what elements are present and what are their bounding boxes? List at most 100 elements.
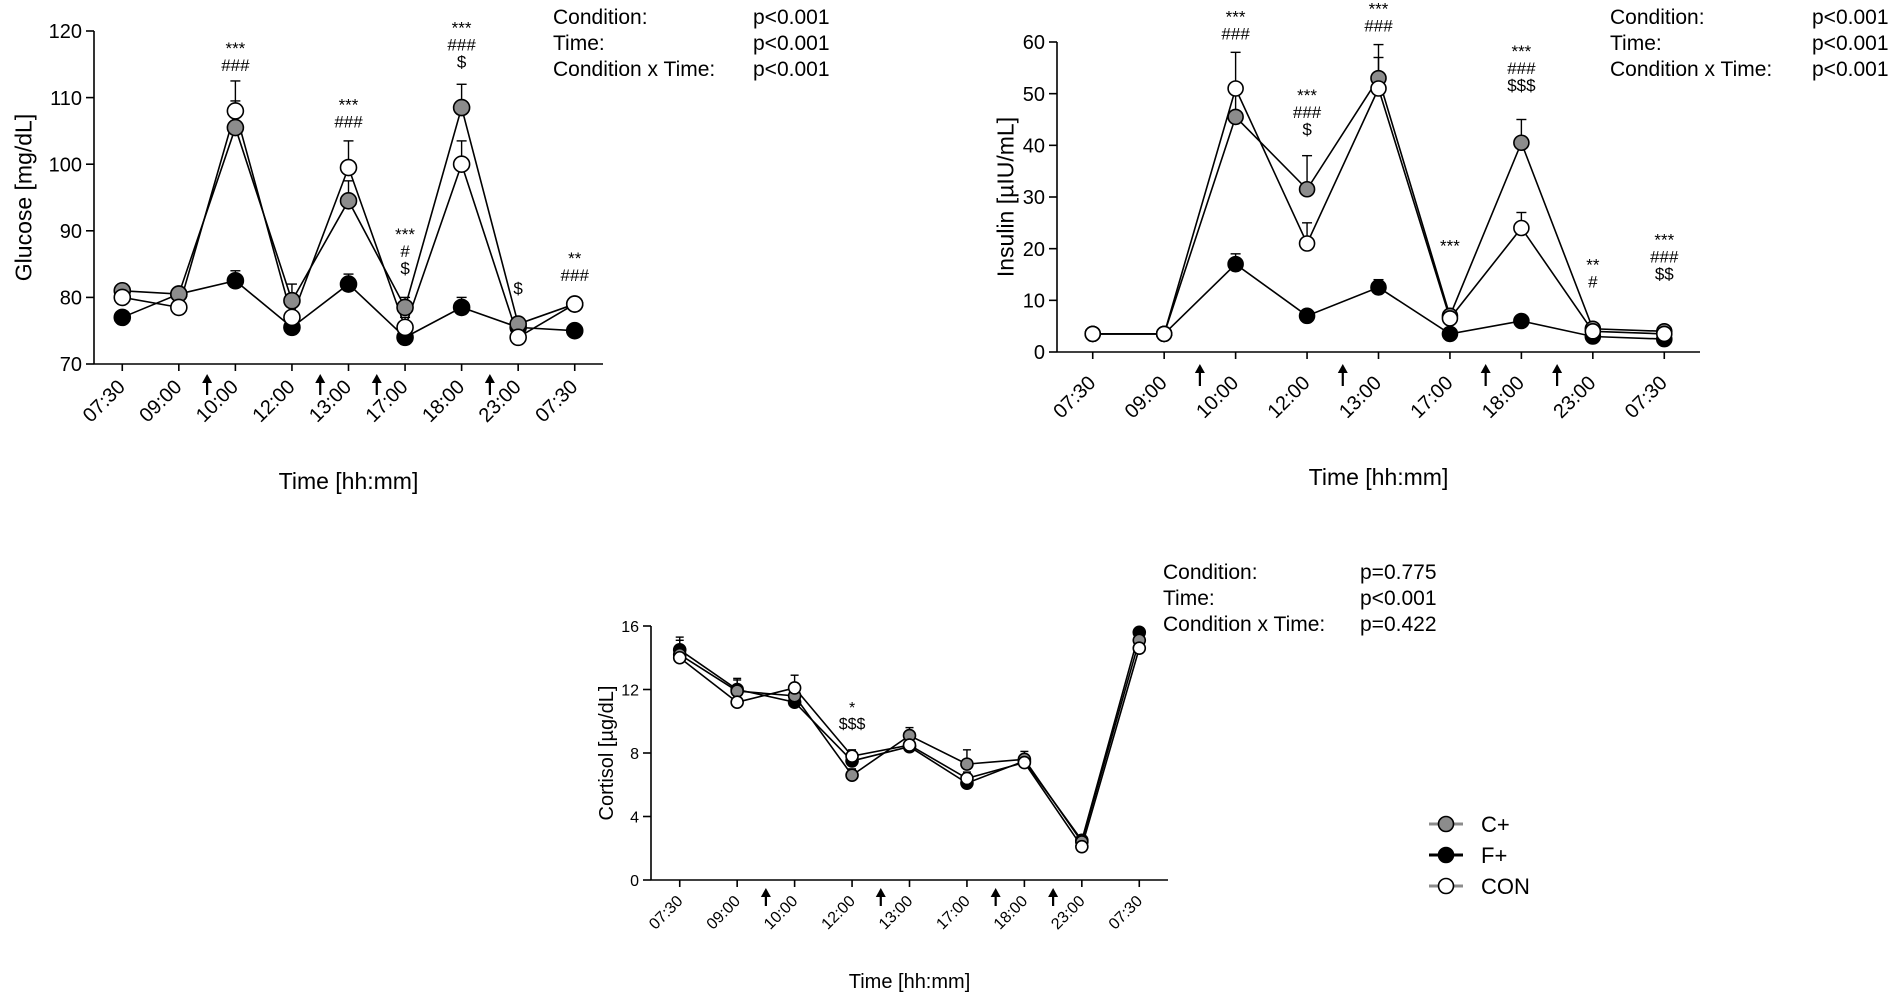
stats-label: Condition x Time: [553, 58, 715, 81]
y-tick-label: 16 [621, 619, 639, 636]
data-point-con [565, 295, 584, 313]
y-tick-label: 10 [1023, 291, 1045, 313]
y-tick-label: 90 [60, 221, 82, 243]
stats-value: p=0.422 [1360, 613, 1437, 636]
data-point-con [1017, 755, 1032, 770]
data-point-con [787, 681, 802, 695]
stats-label: Condition x Time: [1163, 613, 1325, 636]
data-point-con [1655, 325, 1673, 343]
significance-label: * [849, 700, 855, 717]
data-point-con [339, 158, 358, 177]
y-tick-label: 12 [621, 682, 639, 699]
significance-label: $ [513, 279, 523, 298]
significance-label: # [1588, 272, 1598, 291]
data-point-fplus [565, 321, 584, 340]
cortisol-chart: 0 4 8 12 16 07:30 09:00 10:00 12:00 13:00 17:00 18:… [596, 561, 1436, 993]
data-point-con [960, 771, 974, 786]
y-tick-label: 120 [49, 21, 82, 43]
x-tick-label: 17:00 [362, 376, 413, 427]
x-tick-label: 13:00 [876, 893, 916, 933]
x-tick-label: 10:00 [192, 376, 243, 427]
data-point-con [452, 155, 471, 173]
x-tick-label: 07:30 [646, 893, 686, 933]
meal-arrow-icon [1552, 364, 1563, 386]
data-point-con [1075, 839, 1089, 854]
significance-label: $ [457, 53, 467, 72]
x-tick-label: 09:00 [1121, 372, 1172, 423]
y-tick-label: 70 [60, 354, 82, 376]
significance-label: ### [334, 113, 363, 132]
stats-label: Condition x Time: [1610, 58, 1772, 81]
legend-label: CON [1481, 874, 1530, 899]
y-tick-label: 110 [50, 88, 82, 110]
stats-value: p<0.001 [1360, 587, 1437, 610]
data-point-fplus [1513, 312, 1530, 330]
y-axis-title: Glucose [mg/dL] [11, 114, 37, 281]
significance-label: *** [1511, 42, 1531, 61]
stats-value: p<0.001 [1812, 58, 1889, 81]
stats-value: p<0.001 [1812, 6, 1889, 29]
data-point-con [113, 288, 132, 307]
significance-label: ** [568, 249, 582, 268]
meal-arrow-icon [1194, 364, 1205, 386]
x-tick-label: 13:00 [305, 376, 356, 427]
legend-entry-con: CON [1429, 874, 1530, 899]
data-point-fplus [226, 271, 245, 290]
meal-arrow-icon [315, 374, 326, 395]
significance-label: ### [1364, 17, 1393, 36]
significance-label: ### [1650, 248, 1679, 267]
significance-label: *** [1226, 7, 1246, 26]
data-point-cplus [960, 757, 974, 771]
data-point-con [730, 695, 744, 710]
data-point-fplus [452, 298, 471, 317]
significance-label: *** [452, 19, 472, 38]
data-point-con [845, 749, 859, 763]
data-point-con [1370, 80, 1387, 97]
significance-label: $$$ [839, 716, 866, 733]
x-tick-label: 10:00 [761, 893, 801, 933]
legend-entry-cplus: C+ [1429, 812, 1510, 837]
meal-arrow-icon [371, 374, 382, 395]
x-tick-label: 07:30 [1621, 372, 1672, 423]
x-tick-label: 07:30 [1049, 372, 1100, 423]
stats-value: p=0.775 [1360, 561, 1437, 584]
data-point-fplus [339, 275, 358, 293]
data-point-con [170, 298, 188, 317]
significance-label: $$$ [1507, 76, 1536, 95]
data-point-cplus [1298, 180, 1316, 198]
data-point-cplus [339, 192, 358, 210]
data-point-cplus [396, 298, 414, 317]
meal-arrow-icon [1337, 364, 1348, 386]
significance-label: ### [561, 266, 590, 285]
data-point-cplus [226, 118, 245, 137]
meal-arrow-icon [1048, 888, 1059, 906]
y-tick-label: 0 [1034, 342, 1045, 364]
meal-arrow-icon [484, 374, 495, 395]
legend-label: F+ [1481, 843, 1507, 868]
x-tick-label: 07:30 [1106, 893, 1146, 933]
y-axis-title: Cortisol [µg/dL] [596, 686, 618, 821]
data-point-fplus [1227, 255, 1244, 273]
significance-label: *** [1654, 231, 1674, 250]
x-tick-label: 12:00 [249, 376, 300, 427]
stats-label: Time: [1163, 587, 1215, 610]
x-tick-label: 09:00 [135, 376, 186, 427]
data-point-cplus [452, 98, 471, 117]
meal-arrow-icon [990, 888, 1001, 906]
stats-value: p<0.001 [753, 32, 830, 55]
legend-label: C+ [1481, 812, 1510, 837]
y-tick-label: 20 [1023, 239, 1045, 261]
legend: C+ F+ CON [1429, 812, 1530, 899]
data-point-fplus [113, 308, 132, 327]
meal-arrow-icon [875, 888, 886, 906]
y-tick-label: 0 [630, 873, 639, 890]
significance-label: *** [339, 96, 359, 115]
data-point-cplus [283, 291, 301, 310]
data-point-con [1227, 80, 1244, 97]
data-point-con [1298, 235, 1316, 252]
series-line-con [1092, 86, 1665, 335]
data-point-fplus [1441, 325, 1459, 343]
data-point-fplus [1370, 279, 1387, 296]
